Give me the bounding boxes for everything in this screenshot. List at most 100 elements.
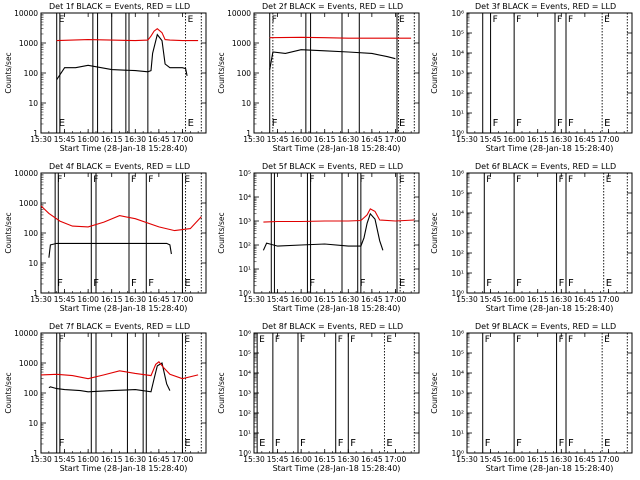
- x-tick-label: 17:00: [598, 135, 620, 144]
- lld-series-line: [269, 36, 412, 39]
- event-marker-label: F: [516, 438, 522, 449]
- y-tick-label: 10²: [451, 249, 464, 258]
- x-tick-label: 15:45: [54, 295, 76, 304]
- x-tick-label: 15:30: [30, 135, 52, 144]
- y-tick-label: 10000: [14, 169, 38, 178]
- y-tick-label: 1: [33, 449, 38, 458]
- x-tick-label: 15:45: [267, 455, 289, 464]
- event-marker-label: E: [184, 438, 190, 449]
- plot-frame: [253, 332, 420, 454]
- event-marker-label-top: F: [568, 335, 573, 345]
- y-tick-label: 10³: [451, 229, 464, 238]
- event-marker-label-top: E: [399, 15, 405, 25]
- events-series-line: [269, 49, 396, 70]
- event-marker-label: F: [557, 118, 563, 129]
- y-tick-label: 100: [24, 229, 39, 238]
- x-axis-title: Start Time (28-Jan-18 15:28:40): [486, 464, 614, 473]
- y-axis-title: Counts/sec: [4, 52, 13, 93]
- x-tick-label: 16:00: [290, 455, 312, 464]
- event-marker-label: E: [606, 278, 612, 289]
- y-tick-label: 1000: [19, 199, 38, 208]
- event-marker-label: E: [399, 118, 405, 129]
- panel-det-2: Det 2f BLACK = Events, RED = LLD 15:30 15:…: [217, 2, 420, 153]
- x-axis-title: Start Time (28-Jan-18 15:28:40): [273, 464, 401, 473]
- y-tick-label: 10¹: [238, 429, 251, 438]
- x-tick-label: 16:15: [101, 295, 123, 304]
- y-tick-label: 10¹: [451, 429, 464, 438]
- event-marker-label-top: F: [485, 335, 490, 345]
- event-marker-label-top: E: [386, 335, 392, 345]
- y-tick-label: 100: [237, 69, 252, 78]
- event-marker-label-top: F: [309, 175, 314, 185]
- event-marker-label: E: [386, 438, 392, 449]
- panel-title: Det 5f BLACK = Events, RED = LLD: [262, 162, 403, 171]
- x-tick-label: 16:30: [337, 295, 359, 304]
- x-tick-label: 17:00: [172, 135, 194, 144]
- event-marker-label: E: [259, 438, 265, 449]
- y-axis-title: Counts/sec: [430, 52, 439, 93]
- events-series-line: [262, 212, 384, 251]
- y-tick-label: 10⁶: [451, 169, 464, 178]
- event-marker-label-top: F: [360, 175, 365, 185]
- x-tick-label: 15:45: [54, 135, 76, 144]
- event-marker-label: F: [272, 118, 278, 129]
- x-tick-label: 16:00: [290, 295, 312, 304]
- event-marker-label: F: [59, 438, 65, 449]
- panel-det-1: Det 1f BLACK = Events, RED = LLD 15:30 15:…: [4, 2, 207, 153]
- y-axis-title: Counts/sec: [430, 212, 439, 253]
- plot-frame: [466, 172, 633, 294]
- x-tick-label: 15:45: [267, 135, 289, 144]
- x-axis-title: Start Time (28-Jan-18 15:28:40): [273, 144, 401, 153]
- event-marker-label-top: F: [557, 15, 562, 25]
- y-axis-title: Counts/sec: [430, 372, 439, 413]
- x-tick-label: 16:30: [337, 135, 359, 144]
- y-tick-label: 10⁵: [238, 349, 251, 358]
- event-marker-label: F: [485, 438, 491, 449]
- y-tick-label: 10⁶: [238, 329, 251, 338]
- event-marker-label: E: [604, 438, 610, 449]
- y-tick-label: 10¹: [451, 109, 464, 118]
- x-tick-label: 16:15: [101, 135, 123, 144]
- x-tick-label: 15:45: [54, 455, 76, 464]
- y-tick-label: 10⁵: [451, 349, 464, 358]
- x-axis-title: Start Time (28-Jan-18 15:28:40): [273, 304, 401, 313]
- event-marker-label: E: [604, 118, 610, 129]
- event-marker-label: F: [350, 438, 356, 449]
- event-marker-label-top: E: [259, 335, 265, 345]
- y-tick-label: 10⁰: [238, 289, 251, 298]
- x-tick-label: 16:15: [527, 295, 549, 304]
- x-axis-title: Start Time (28-Jan-18 15:28:40): [486, 144, 614, 153]
- plot-frame: [40, 332, 207, 454]
- panel-title: Det 7f BLACK = Events, RED = LLD: [49, 322, 190, 331]
- y-tick-label: 10²: [451, 89, 464, 98]
- lld-series-line: [263, 208, 415, 223]
- x-tick-label: 17:00: [172, 455, 194, 464]
- y-axis-title: Counts/sec: [4, 372, 13, 413]
- events-series-line: [48, 242, 172, 258]
- y-tick-label: 10⁴: [451, 369, 464, 378]
- event-marker-label: F: [309, 278, 315, 289]
- x-tick-label: 15:30: [30, 455, 52, 464]
- y-axis-title: Counts/sec: [217, 372, 226, 413]
- panel-det-3: Det 3f BLACK = Events, RED = LLD 15:30 15:…: [430, 2, 633, 153]
- event-marker-label-top: E: [604, 335, 610, 345]
- event-marker-label: F: [568, 278, 574, 289]
- plot-frame: [466, 332, 633, 454]
- y-tick-label: 10000: [14, 329, 38, 338]
- y-tick-label: 10⁴: [451, 49, 464, 58]
- y-tick-label: 10⁰: [451, 129, 464, 138]
- lld-series-line: [40, 205, 202, 232]
- x-tick-label: 16:45: [361, 295, 383, 304]
- x-tick-label: 16:45: [361, 135, 383, 144]
- y-axis-title: Counts/sec: [4, 212, 13, 253]
- event-marker-label-top: F: [350, 335, 355, 345]
- x-tick-label: 17:00: [598, 295, 620, 304]
- event-marker-label-top: E: [59, 15, 65, 25]
- y-tick-label: 10³: [238, 389, 251, 398]
- lld-series-line: [40, 361, 199, 380]
- plot-frame: [253, 12, 420, 134]
- plot-frame: [466, 12, 633, 134]
- panel-det-4: Det 4f BLACK = Events, RED = LLD 15:30 15:…: [4, 162, 207, 313]
- x-tick-label: 16:45: [361, 455, 383, 464]
- event-marker-label-top: E: [399, 175, 405, 185]
